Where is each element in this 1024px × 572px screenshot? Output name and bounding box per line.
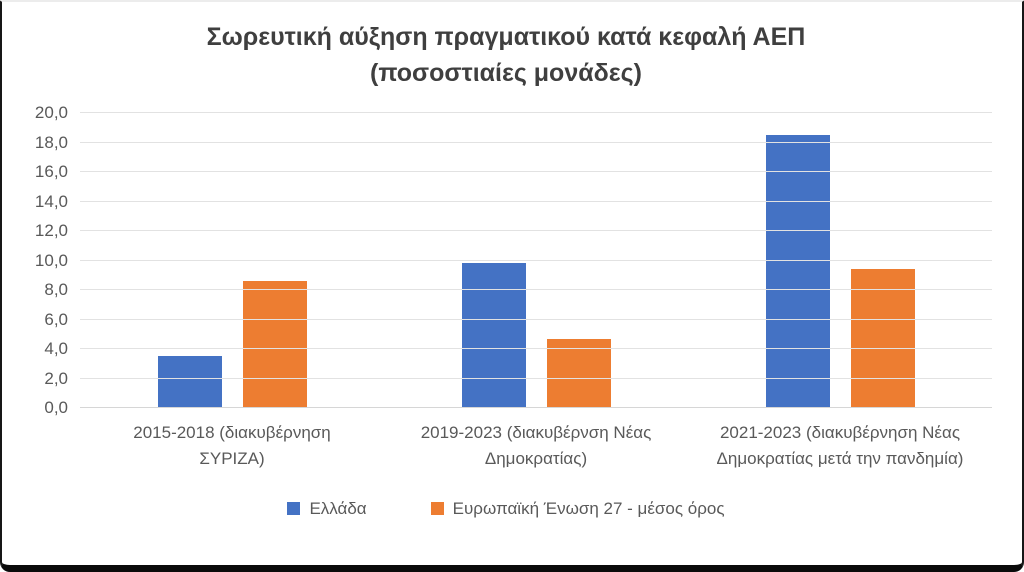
bar-group-1: [384, 113, 688, 408]
gridline: [80, 289, 992, 290]
x-label-text: 2019-2023 (διακυβέρνση Νέας Δημοκρατίας): [420, 423, 652, 469]
bar-greece-2: [765, 135, 830, 408]
legend-item-eu27: Ευρωπαϊκή Ένωση 27 - μέσος όρος: [430, 498, 725, 519]
bar-eu27-0: [242, 281, 307, 408]
gridline: [80, 141, 992, 143]
bar-eu27-1: [546, 338, 611, 408]
x-axis-labels: 2015-2018 (διακυβέρνηση ΣΥΡΙΖΑ) 2019-202…: [80, 420, 992, 473]
y-tick-label: 6,0: [44, 309, 68, 329]
y-tick-label: 4,0: [44, 339, 68, 358]
bar-group-2: [688, 113, 992, 408]
gridline: [80, 230, 992, 231]
y-tick-label: 2,0: [44, 368, 68, 388]
y-tick-label: 18,0: [34, 132, 68, 152]
legend-swatch-greece-icon: [287, 502, 301, 516]
gridline: [80, 348, 992, 349]
y-tick-label: 10,0: [34, 250, 68, 270]
legend-label-eu27: Ευρωπαϊκή Ένωση 27 - μέσος όρος: [452, 498, 725, 518]
x-label-2021-2023: 2021-2023 (διακυβέρνηση Νέας Δημοκρατίας…: [688, 420, 992, 473]
y-tick-label: 14,0: [34, 191, 68, 211]
gridline: [80, 407, 992, 408]
chart-area: 0,0 2,0 4,0 6,0 8,0 10,0 12,0 14,0 16,0 18,0 20,0: [20, 103, 992, 417]
bar-greece-1: [461, 263, 526, 408]
legend-item-greece: Ελλάδα: [287, 498, 367, 519]
x-label-2015-2018: 2015-2018 (διακυβέρνηση ΣΥΡΙΖΑ): [80, 420, 384, 473]
y-tick-label: 0,0: [44, 398, 68, 417]
chart-title-line-2: (ποσοστιαίες μονάδες): [370, 58, 642, 87]
y-tick-label: 16,0: [34, 162, 68, 181]
x-label-2019-2023: 2019-2023 (διακυβέρνση Νέας Δημοκρατίας): [384, 420, 688, 473]
gridline: [80, 200, 992, 202]
gridline: [80, 377, 992, 379]
plot-area: [80, 112, 992, 408]
bar-greece-0: [157, 356, 222, 408]
gridline: [80, 259, 992, 261]
y-tick-label: 12,0: [34, 221, 68, 240]
y-tick-label: 8,0: [44, 280, 68, 299]
bar-groups: [80, 113, 992, 408]
chart-title: Σωρευτική αύξηση πραγματικού κατά κεφαλή…: [59, 20, 953, 91]
legend-swatch-eu27-icon: [430, 502, 444, 516]
gridline: [80, 112, 992, 113]
bar-eu27-2: [850, 269, 915, 408]
legend: Ελλάδα Ευρωπαϊκή Ένωση 27 - μέσος όρος: [20, 499, 992, 519]
chart-title-line-1: Σωρευτική αύξηση πραγματικού κατά κεφαλή…: [206, 23, 806, 51]
y-tick-label: 20,0: [34, 103, 68, 122]
bar-group-0: [80, 113, 384, 408]
x-label-text: 2015-2018 (διακυβέρνηση ΣΥΡΙΖΑ): [133, 423, 331, 469]
x-label-text: 2021-2023 (διακυβέρνηση Νέας Δημοκρατίας…: [716, 423, 964, 469]
gridline: [80, 171, 992, 172]
legend-label-greece: Ελλάδα: [309, 498, 367, 518]
y-axis: 0,0 2,0 4,0 6,0 8,0 10,0 12,0 14,0 16,0 18,0 20,0: [20, 103, 70, 417]
gridline: [80, 318, 992, 320]
